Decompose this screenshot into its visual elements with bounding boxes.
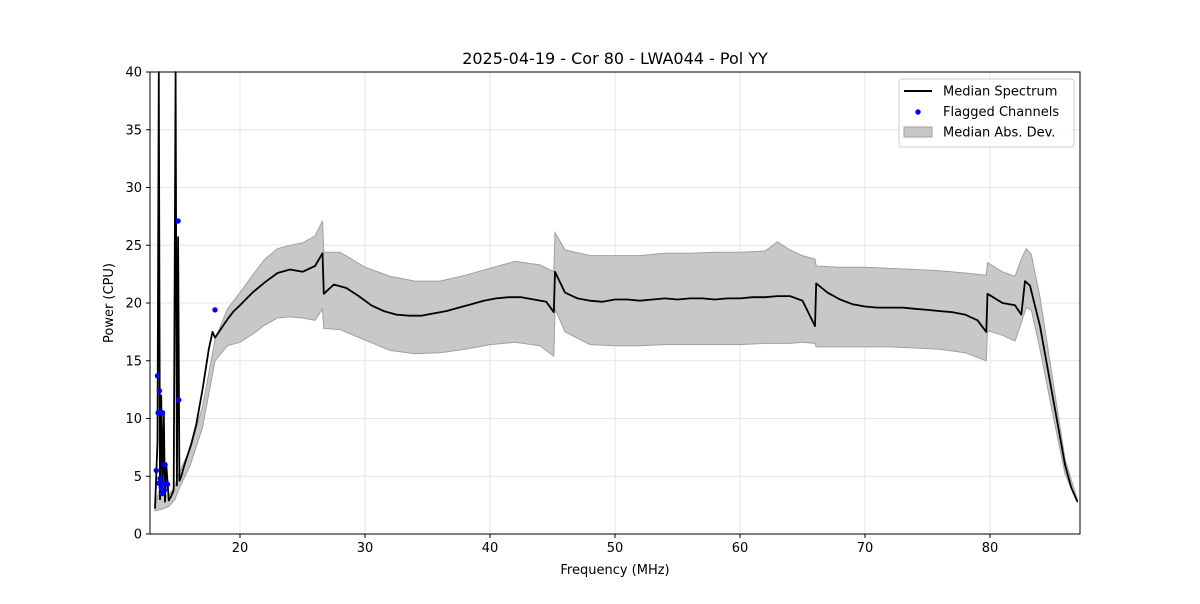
flagged-channel-point xyxy=(156,480,162,486)
flagged-channel-point xyxy=(153,467,159,474)
flagged-channel-point xyxy=(212,307,218,313)
legend-box xyxy=(898,78,1075,148)
flagged-channel-point xyxy=(157,475,163,482)
band-layer xyxy=(154,220,1078,512)
median-spectrum-line xyxy=(154,71,1079,509)
legend: Median Spectrum Flagged Channels Median … xyxy=(898,78,1075,148)
legend-band-label: Median Abs. Dev. xyxy=(943,126,1055,141)
x-axis-label: Frequency (MHz) xyxy=(560,563,669,578)
flagged-channel-point xyxy=(161,487,168,493)
x-tick-label: 70 xyxy=(857,541,874,556)
mad-band xyxy=(154,220,1078,512)
x-tick-label: 80 xyxy=(982,541,999,556)
y-tick-label: 10 xyxy=(125,412,142,427)
legend-flagged-label: Flagged Channels xyxy=(943,105,1059,120)
y-tick-label: 5 xyxy=(134,470,142,485)
flagged-channel-point xyxy=(176,397,182,403)
flagged-channel-point xyxy=(164,481,171,487)
line-layer xyxy=(154,71,1079,509)
flagged-channel-point xyxy=(154,373,161,379)
y-tick-label: 35 xyxy=(125,123,142,138)
x-tick-label: 30 xyxy=(357,541,374,556)
x-tick-label: 40 xyxy=(482,541,499,556)
legend-flagged-swatch xyxy=(915,109,921,115)
y-tick-label: 15 xyxy=(125,354,142,369)
flagged-channel-point xyxy=(175,218,181,224)
tick-layer: 20 30 40 50 60 70 80 0 5 10 15 20 25 30 35 40 xyxy=(125,66,998,557)
flagged-channel-point xyxy=(159,410,166,416)
x-tick-label: 20 xyxy=(232,541,249,556)
y-axis-label: Power (CPU) xyxy=(102,263,117,343)
y-tick-label: 20 xyxy=(125,297,142,312)
chart-title: 2025-04-19 - Cor 80 - LWA044 - Pol YY xyxy=(462,49,768,68)
y-tick-label: 0 xyxy=(134,528,142,543)
x-tick-label: 60 xyxy=(732,541,749,556)
point-layer xyxy=(153,218,218,497)
flagged-channel-point xyxy=(162,462,168,468)
legend-band-swatch xyxy=(903,126,933,138)
x-tick-label: 50 xyxy=(607,541,624,556)
legend-median-label: Median Spectrum xyxy=(943,85,1057,100)
y-tick-label: 40 xyxy=(125,66,142,81)
flagged-channel-point xyxy=(156,388,163,394)
y-tick-label: 25 xyxy=(125,239,142,254)
y-tick-label: 30 xyxy=(125,181,142,196)
